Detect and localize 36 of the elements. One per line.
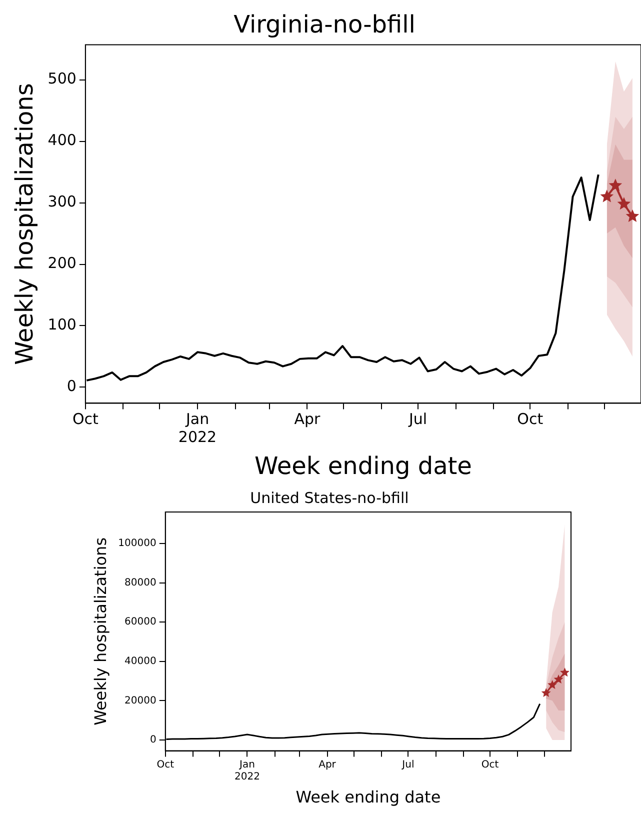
y-tick-label: 200: [48, 254, 76, 272]
chart-title: United States-no-bfill: [250, 488, 409, 507]
x-tick-label: Jan 2022: [178, 410, 217, 446]
y-axis-title: Weekly hospitalizations: [90, 537, 110, 726]
x-tick-label: Oct: [156, 759, 174, 770]
point: [548, 680, 558, 690]
x-tick-label: Jul: [401, 759, 414, 770]
point: [608, 178, 622, 192]
point: [560, 668, 570, 677]
x-tick-label: Jul: [408, 410, 428, 428]
y-tick-label: 40000: [124, 656, 156, 667]
x-axis-title: Week ending date: [296, 788, 441, 807]
y-tick-label: 0: [150, 734, 156, 746]
y-tick-label: 60000: [124, 616, 156, 628]
x-tick-label: Jan 2022: [234, 759, 260, 782]
y-tick-label: 300: [48, 192, 76, 211]
y-tick-label: 400: [48, 131, 76, 150]
x-tick-label: Apr: [294, 410, 321, 428]
y-tick-label: 500: [48, 70, 76, 88]
y-tick-label: 100: [48, 316, 76, 334]
point: [617, 197, 631, 210]
point: [554, 674, 564, 684]
y-tick-label: 0: [66, 377, 76, 396]
x-tick-label: Oct: [517, 410, 544, 428]
x-tick-label: Oct: [481, 759, 499, 770]
y-tick-label: 100000: [118, 538, 156, 550]
x-tick-label: Apr: [318, 759, 337, 770]
y-axis-title: Weekly hospitalizations: [10, 83, 39, 365]
x-tick-label: Oct: [72, 410, 99, 428]
y-tick-label: 20000: [124, 695, 156, 706]
x-axis-title: Week ending date: [254, 452, 472, 480]
point: [541, 688, 551, 698]
point: [626, 209, 640, 222]
y-tick-label: 80000: [124, 577, 156, 588]
chart-title: Virginia-no-bfill: [234, 10, 416, 39]
point: [600, 190, 614, 202]
